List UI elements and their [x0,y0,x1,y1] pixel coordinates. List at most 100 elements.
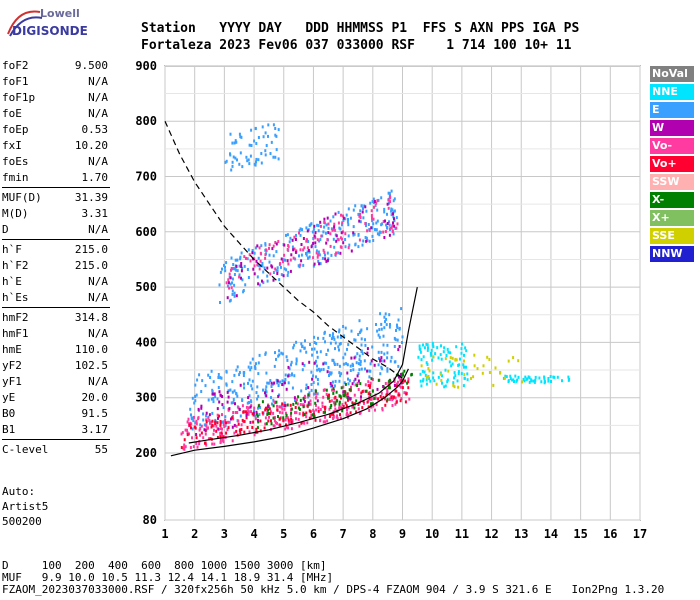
echo-point [556,375,559,379]
echo-point [361,243,364,247]
echo-point [284,258,287,262]
echo-point [400,307,403,311]
echo-point [358,358,361,362]
echo-point [303,421,306,425]
echo-point [229,276,232,280]
y-tick-label: 400 [135,335,157,349]
echo-point [306,250,309,254]
echo-point [356,352,359,356]
param-value: 10.20 [74,139,108,152]
echo-point [219,301,221,304]
echo-point [341,403,344,407]
echo-point [241,165,244,169]
echo-point [347,246,350,250]
echo-point [424,373,427,377]
echo-point [326,394,329,398]
echo-point [329,232,332,236]
echo-point [308,393,311,397]
echo-point [371,345,374,349]
echo-point [305,252,307,255]
echo-point [330,253,333,257]
echo-point [252,413,255,417]
echo-point [224,424,227,428]
echo-point [384,397,386,401]
echo-point [360,367,363,371]
echo-point [315,359,317,363]
echo-point [393,224,396,228]
echo-point [303,246,306,250]
echo-point [388,223,391,227]
echo-point [362,399,365,403]
echo-point [274,416,276,420]
param-row: h`E N/A [2,274,110,290]
param-value: 314.8 [74,311,108,324]
echo-point [199,427,202,430]
echo-point [211,423,214,427]
echo-point [396,382,398,386]
echo-point [382,343,385,347]
echo-point [305,383,308,387]
echo-point [305,411,308,415]
echo-point [456,379,459,383]
echo-point [323,225,326,229]
echo-point [375,403,378,407]
echo-point [344,245,347,249]
echo-point [288,420,291,424]
echo-point [328,393,330,397]
echo-point [347,377,349,381]
echo-point [229,132,232,136]
echo-point [423,370,426,374]
echo-point [374,396,377,400]
echo-point [388,325,391,329]
echo-point [302,263,305,267]
echo-point [380,322,383,326]
echo-point [274,351,276,355]
param-divider [2,239,110,240]
echo-point [243,430,246,434]
digisonde-logo [4,6,84,40]
echo-point [446,347,449,351]
echo-point [266,266,269,270]
echo-point [256,244,259,248]
echo-point [426,363,429,366]
echo-point [457,385,460,389]
echo-point [429,351,432,355]
echo-point [193,401,196,405]
echo-point [386,356,389,360]
echo-point [357,372,360,376]
echo-point [268,415,270,419]
echo-point [340,372,343,376]
echo-point [357,379,360,383]
echo-point [346,347,348,351]
param-value: 0.53 [81,123,109,136]
echo-point [346,392,349,396]
echo-point [265,394,268,398]
echo-point [397,318,400,322]
echo-point [232,267,235,270]
echo-point [387,381,390,385]
echo-point [343,394,345,398]
echo-point [526,377,529,381]
echo-point [311,413,314,417]
echo-point [255,412,258,416]
echo-point [225,431,228,435]
echo-point [342,356,345,360]
echo-point [329,341,332,345]
echo-point [336,414,339,418]
echo-point [383,326,386,330]
echo-point [459,357,461,361]
echo-point [344,401,347,405]
echo-point [287,244,290,247]
echo-point [379,312,382,316]
echo-point [425,361,428,365]
echo-point [230,417,232,421]
echo-point [315,249,318,253]
legend-item: NNW [650,246,694,262]
echo-point [364,236,367,239]
echo-point [258,246,261,250]
echo-point [365,209,368,213]
echo-point [287,374,290,378]
echo-point [238,275,241,279]
echo-point [453,385,456,389]
echo-point [363,401,365,405]
